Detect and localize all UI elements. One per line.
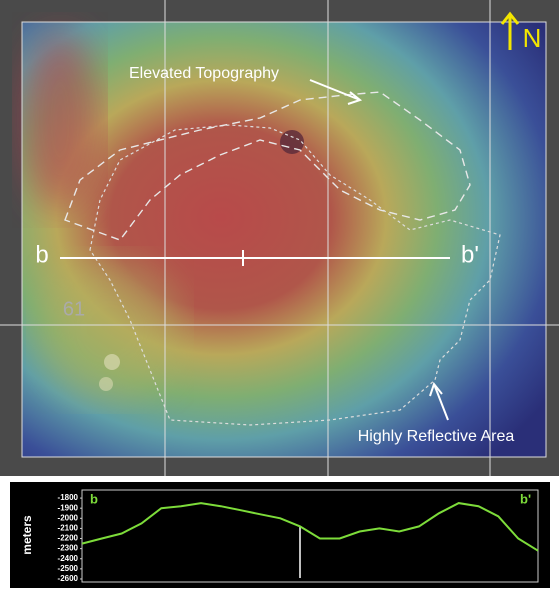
y-tick-label: -2500 [58, 564, 79, 573]
y-tick-label: -1900 [58, 503, 79, 512]
y-axis-label: meters [20, 515, 34, 555]
map: b b' 61 Elevated Topography Highly Refle… [0, 0, 559, 476]
y-tick-label: -2100 [58, 524, 79, 533]
profile-start-label: b [35, 241, 48, 268]
page: b b' 61 Elevated Topography Highly Refle… [0, 0, 559, 590]
profile-chart: meters b b' -1800-1900-2000 -2100-2200-23… [0, 480, 559, 590]
y-tick-label: -2000 [58, 513, 79, 522]
crater [104, 354, 120, 370]
y-tick-label: -2300 [58, 544, 79, 553]
y-tick-label: -1800 [58, 493, 79, 502]
crater [99, 377, 113, 391]
annotation: Highly Reflective Area [358, 428, 515, 445]
heat-blob [20, 30, 100, 210]
crater-label: 61 [63, 298, 85, 320]
north-label: N [523, 23, 542, 53]
y-tick-label: -2600 [58, 574, 79, 583]
annotation: Elevated Topography [129, 65, 279, 82]
profile-end-label: b' [520, 491, 531, 506]
y-tick-label: -2400 [58, 554, 79, 563]
profile-start-label: b [90, 491, 98, 506]
y-tick-label: -2200 [58, 534, 79, 543]
profile-end-label: b' [461, 241, 479, 268]
